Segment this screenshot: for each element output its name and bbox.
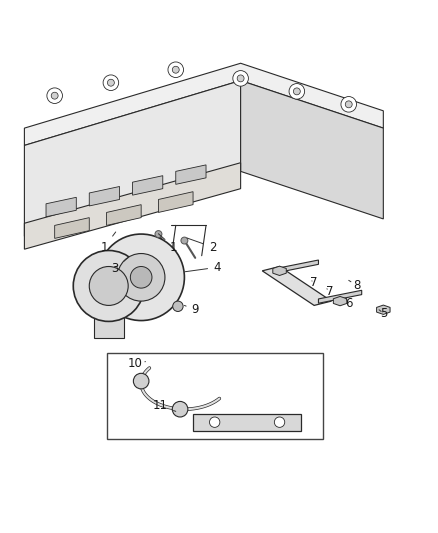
Polygon shape	[106, 205, 141, 225]
Circle shape	[172, 401, 188, 417]
Text: 11: 11	[153, 399, 176, 412]
Circle shape	[47, 88, 63, 103]
Circle shape	[89, 266, 128, 305]
Circle shape	[293, 88, 300, 95]
Text: 1: 1	[159, 234, 177, 254]
Polygon shape	[25, 163, 240, 249]
Text: 7: 7	[325, 285, 333, 297]
Text: 5: 5	[379, 306, 387, 320]
Polygon shape	[176, 165, 206, 184]
Circle shape	[103, 75, 119, 91]
Text: 10: 10	[127, 357, 145, 370]
Circle shape	[131, 266, 152, 288]
Circle shape	[341, 96, 357, 112]
Polygon shape	[25, 63, 383, 146]
Polygon shape	[159, 192, 193, 213]
Text: 4: 4	[185, 261, 221, 274]
Text: 9: 9	[184, 303, 199, 316]
Circle shape	[117, 254, 165, 301]
Polygon shape	[109, 256, 163, 295]
Circle shape	[289, 84, 304, 99]
Circle shape	[181, 237, 188, 244]
Text: 3: 3	[112, 257, 128, 275]
Polygon shape	[262, 266, 332, 305]
Circle shape	[172, 66, 179, 73]
Text: 2: 2	[187, 238, 216, 254]
Polygon shape	[193, 414, 301, 431]
Circle shape	[345, 101, 352, 108]
Text: 6: 6	[345, 297, 353, 310]
Polygon shape	[333, 296, 347, 306]
Circle shape	[173, 301, 183, 311]
Polygon shape	[94, 303, 124, 338]
Text: 7: 7	[311, 277, 318, 289]
Text: 1: 1	[101, 232, 116, 254]
Polygon shape	[89, 187, 120, 206]
Circle shape	[274, 417, 285, 427]
Polygon shape	[318, 290, 362, 303]
Bar	[106, 353, 323, 440]
Circle shape	[233, 70, 248, 86]
Circle shape	[168, 62, 184, 77]
Polygon shape	[133, 176, 163, 195]
Polygon shape	[275, 260, 318, 273]
Circle shape	[107, 79, 114, 86]
Polygon shape	[25, 80, 240, 236]
Polygon shape	[240, 80, 383, 219]
Polygon shape	[55, 217, 89, 238]
Circle shape	[73, 251, 144, 321]
Polygon shape	[377, 305, 390, 314]
Circle shape	[155, 231, 162, 238]
Circle shape	[209, 417, 220, 427]
Circle shape	[51, 92, 58, 99]
Circle shape	[134, 373, 149, 389]
Polygon shape	[273, 266, 286, 276]
Circle shape	[237, 75, 244, 82]
Circle shape	[98, 234, 184, 320]
Text: 8: 8	[349, 279, 361, 293]
Polygon shape	[46, 197, 76, 217]
